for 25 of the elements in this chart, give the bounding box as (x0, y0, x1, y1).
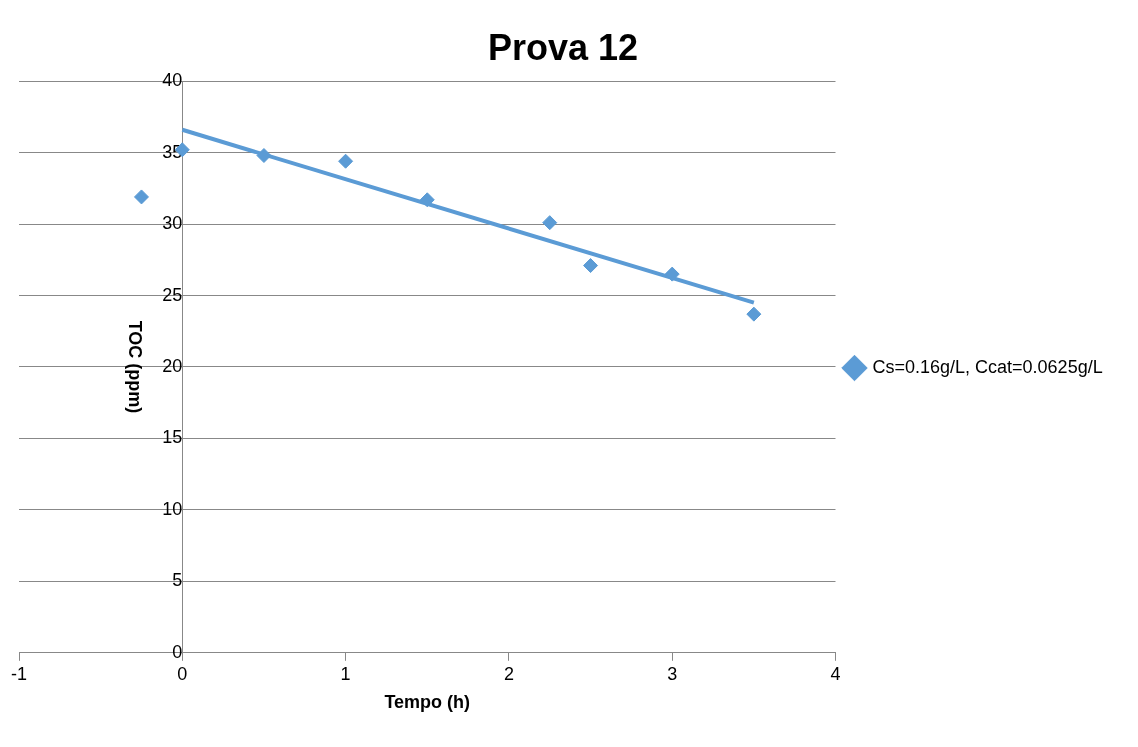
x-tick-label: 4 (830, 663, 841, 684)
y-tick-label: 15 (162, 427, 183, 448)
legend-label: Cs=0.16g/L, Ccat=0.0625g/L (872, 356, 1103, 377)
point (542, 215, 558, 231)
y-tick-label: 40 (162, 70, 183, 91)
point (583, 258, 599, 274)
point (338, 153, 354, 169)
point (746, 306, 762, 322)
y-tick-label: 5 (172, 570, 183, 591)
chart-title: Prova 12 (487, 26, 639, 68)
y-tick-label: 0 (172, 641, 183, 662)
point (664, 266, 680, 282)
point (256, 148, 272, 164)
x-tick-label: 3 (667, 663, 678, 684)
x-axis-title: Tempo (h) (384, 692, 471, 713)
y-tick-label: 20 (162, 355, 183, 376)
x-tick-label: -1 (10, 663, 28, 684)
y-tick-label: 10 (162, 498, 183, 519)
point (133, 189, 149, 205)
x-tick-label: 2 (503, 663, 514, 684)
y-tick-label: 25 (162, 284, 183, 305)
y-axis-title: TOC (ppm) (124, 320, 145, 414)
y-tick-label: 30 (162, 213, 183, 234)
point (419, 192, 435, 208)
x-tick-label: 1 (340, 663, 351, 684)
